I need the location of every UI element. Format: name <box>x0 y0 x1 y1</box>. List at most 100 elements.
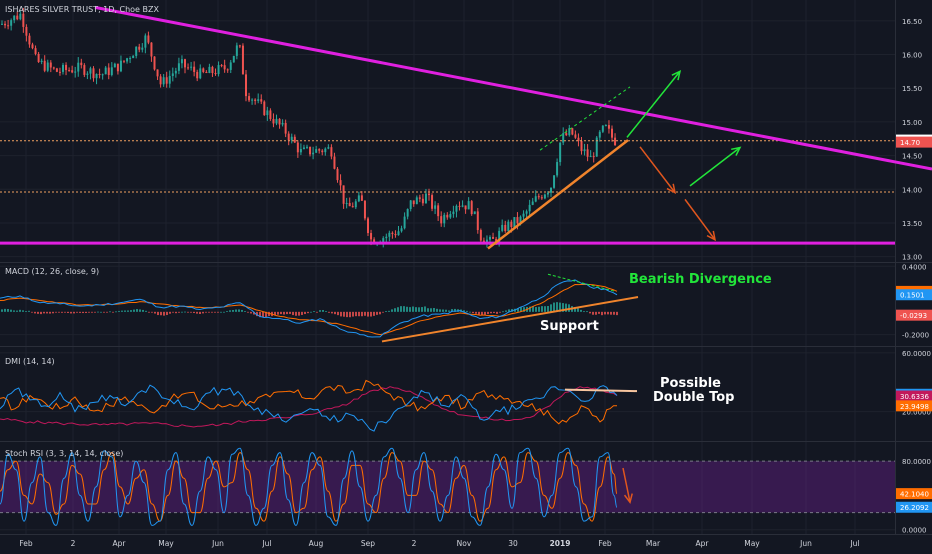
stoch-annotations <box>622 467 633 504</box>
candle-body <box>345 203 348 205</box>
candle-body <box>7 25 10 27</box>
macd-histogram-bar <box>316 311 318 313</box>
candle-body <box>455 205 458 212</box>
macd-histogram-bar <box>334 311 336 315</box>
candle-body <box>507 221 510 232</box>
candle-body <box>458 205 461 207</box>
macd-histogram-bar <box>91 311 93 313</box>
candle-body <box>315 149 318 153</box>
macd-histogram-bar <box>142 309 144 312</box>
macd-annotations <box>381 273 639 343</box>
candle-body <box>309 146 312 155</box>
macd-histogram-bar <box>487 311 489 315</box>
macd-pane-title: MACD (12, 26, close, 9) <box>5 267 99 276</box>
value-label: 42.1040 <box>900 491 929 499</box>
value-label: 23.9498 <box>900 403 929 411</box>
price-axis[interactable]: 16.50 16.00 15.50 15.00 14.50 14.00 13.50 13.00… <box>896 18 932 535</box>
value-label-box <box>896 289 932 301</box>
candle-body <box>586 149 589 157</box>
candle-body <box>28 35 31 45</box>
candle-body <box>473 211 476 215</box>
macd-histogram-bar <box>103 311 105 313</box>
macd-histogram-bar <box>421 307 423 312</box>
macd-histogram-bar <box>412 306 414 312</box>
price-pane-title: ISHARES SILVER TRUST, 1D, Choe BZX <box>5 5 159 14</box>
macd-histogram-bar <box>400 306 402 312</box>
candle-body <box>431 195 434 209</box>
macd-histogram-bar <box>445 309 447 312</box>
macd-histogram-bar <box>331 311 333 314</box>
rising-support-line <box>487 139 629 250</box>
macd-histogram-bar <box>235 309 237 312</box>
time-axis[interactable]: Feb 2 Apr May Jun Jul Aug Sep 2 Nov 30 2019 Feb Mar Ap… <box>19 539 859 548</box>
macd-histogram-bar <box>184 311 186 313</box>
macd-histogram-bar <box>505 310 507 312</box>
macd-histogram-bar <box>253 311 255 315</box>
stoch-pane-title: Stoch RSI (3, 3, 14, 14, close) <box>5 449 123 458</box>
candle-body <box>550 187 552 193</box>
candle-body <box>95 73 98 79</box>
macd-histogram-bar <box>364 311 366 316</box>
candle-body <box>10 20 13 26</box>
candle-body <box>302 147 305 149</box>
macd-histogram-bar <box>145 310 147 312</box>
grid <box>0 0 895 534</box>
macd-histogram-bar <box>187 311 189 313</box>
macd-histogram-bar <box>112 311 114 313</box>
macd-histogram-bar <box>463 310 465 312</box>
candle-body <box>196 71 199 79</box>
macd-histogram-bar <box>241 309 243 312</box>
macd-histogram-bar <box>466 310 468 312</box>
candle-body <box>58 71 61 73</box>
macd-histogram-bar <box>94 311 96 313</box>
macd-histogram-bar <box>388 310 390 312</box>
y-tick-label: 60.0000 <box>902 350 931 358</box>
macd-histogram-bar <box>403 306 405 312</box>
candle-body <box>180 59 183 64</box>
candle-body <box>510 221 513 227</box>
dmi-annotations <box>564 388 638 393</box>
macd-histogram-bar <box>592 311 594 315</box>
macd-histogram-bar <box>217 311 219 313</box>
candle-body <box>71 70 74 73</box>
macd-histogram-bar <box>220 311 222 313</box>
macd-histogram-bar <box>58 311 60 313</box>
x-tick-label: May <box>744 539 760 548</box>
candle-body <box>171 73 174 77</box>
candle-body <box>394 233 397 236</box>
candle-body <box>382 238 385 243</box>
y-tick-label: -0.2000 <box>902 332 929 340</box>
macd-histogram-bar <box>46 311 48 314</box>
candle-body <box>101 74 104 76</box>
macd-histogram-bar <box>430 308 432 312</box>
macd-histogram-bar <box>382 311 384 313</box>
stoch-down-arrow-head <box>623 493 633 504</box>
dmi-pane: Possible Double Top <box>0 376 734 432</box>
channel-top-line <box>539 86 631 151</box>
x-tick-label: Apr <box>696 539 710 548</box>
divergence-line <box>547 273 616 292</box>
macd-histogram-bar <box>16 310 18 312</box>
candle-body <box>98 73 101 75</box>
candle-body <box>522 213 525 217</box>
candle-body <box>296 142 299 153</box>
macd-histogram-bar <box>322 310 324 312</box>
candle-body <box>126 58 129 62</box>
macd-histogram-bar <box>25 311 27 312</box>
candle-body <box>31 44 34 49</box>
macd-histogram-bar <box>298 311 300 316</box>
macd-histogram-bar <box>355 311 357 317</box>
macd-histogram-bar <box>586 311 588 313</box>
macd-histogram-bar <box>550 304 552 312</box>
macd-histogram-bar <box>118 310 120 312</box>
macd-histogram-bar <box>43 311 45 314</box>
x-tick-label: Jun <box>211 539 224 548</box>
macd-histogram-bar <box>541 306 543 312</box>
macd-histogram-bar <box>559 302 561 312</box>
macd-histogram-bar <box>226 311 228 312</box>
candle-body <box>238 45 241 47</box>
candle-body <box>284 122 287 134</box>
macd-histogram-bar <box>133 309 135 312</box>
macd-histogram-bar <box>193 311 195 314</box>
